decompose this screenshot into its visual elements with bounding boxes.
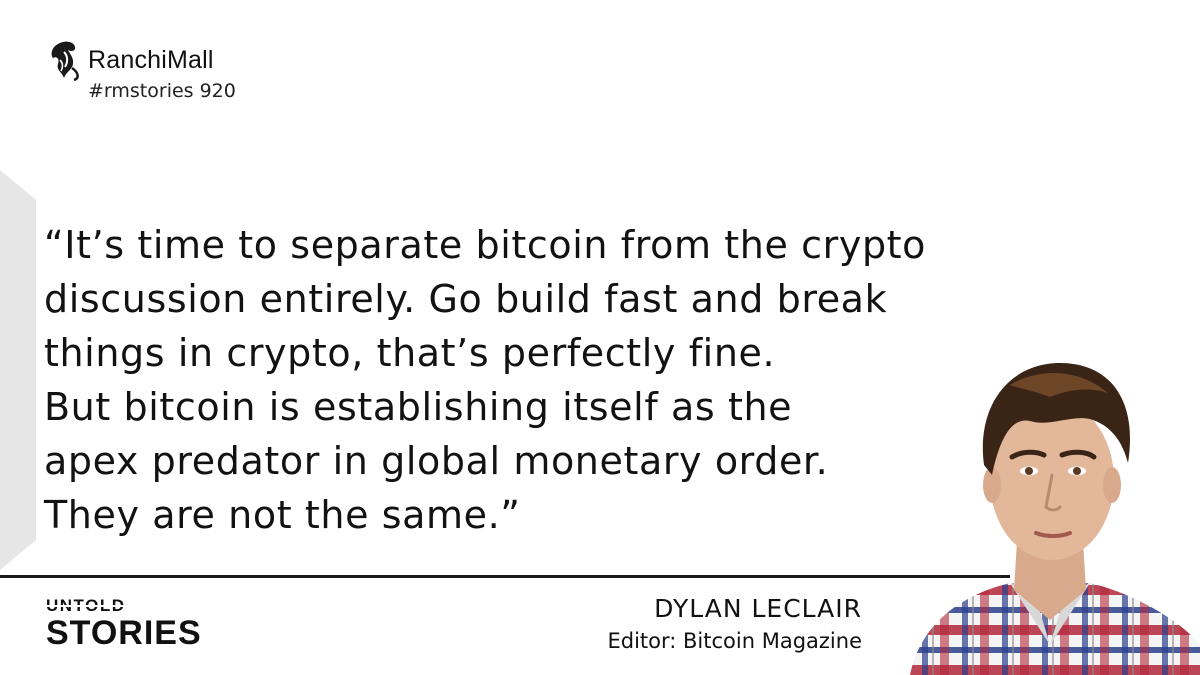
brand-block: RanchiMall #rmstories 920 [44, 38, 236, 102]
series-label-stories: STORIES [46, 614, 202, 652]
series-label-untold: UNTOLD [46, 596, 126, 615]
seahorse-logo-icon [51, 41, 79, 82]
attribution: DYLAN LECLAIR Editor: Bitcoin Magazine [608, 594, 863, 653]
quote-line: But bitcoin is establishing itself as th… [44, 385, 793, 429]
author-portrait [910, 363, 1200, 675]
quote-line: “It’s time to separate bitcoin from the … [44, 223, 927, 267]
divider-line [0, 575, 1010, 578]
brand-name: RanchiMall [88, 45, 214, 74]
author-role: Editor: Bitcoin Magazine [607, 629, 863, 653]
brand-hashtag: #rmstories 920 [88, 80, 236, 102]
author-name: DYLAN LECLAIR [654, 594, 862, 623]
quote-line: apex predator in global monetary order. [44, 439, 829, 483]
left-accent-shape [0, 170, 36, 570]
quote-line: things in crypto, that’s perfectly fine. [44, 331, 776, 375]
quote-line: discussion entirely. Go build fast and b… [44, 277, 888, 321]
quote-line: They are not the same.” [44, 493, 521, 537]
quote-text: “It’s time to separate bitcoin from the … [44, 218, 1024, 542]
series-label: UNTOLD STORIES [46, 596, 202, 653]
